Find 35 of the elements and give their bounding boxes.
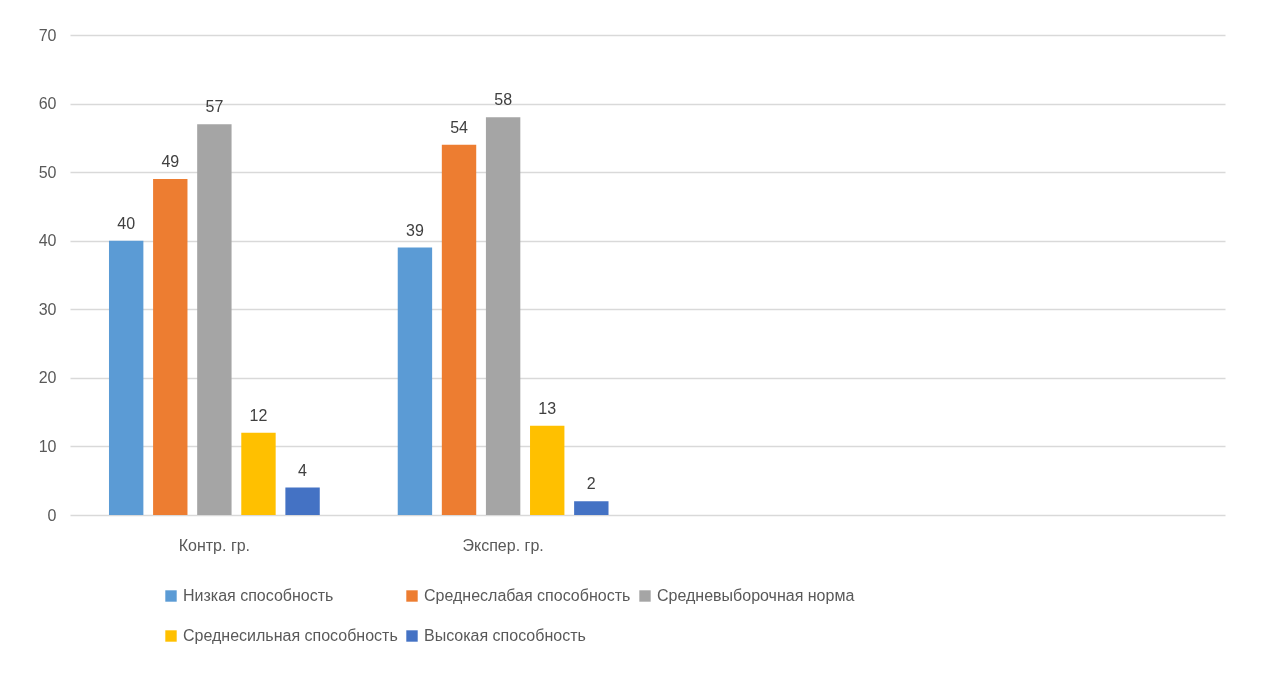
x-tick-label: Экспер. гр.: [462, 536, 544, 554]
y-tick-label: 50: [38, 163, 57, 181]
bar: [441, 144, 477, 515]
legend-label: Низкая способность: [183, 587, 334, 604]
data-label: 2: [586, 475, 596, 493]
legend-label: Средневыборочная норма: [657, 587, 855, 604]
y-tick-label: 10: [38, 437, 57, 455]
legend-label: Среднеслабая способность: [424, 587, 631, 604]
bar: [241, 432, 276, 515]
data-label: 58: [494, 91, 513, 109]
data-label: 57: [205, 98, 224, 116]
y-tick-label: 20: [38, 369, 57, 387]
y-tick-label: 60: [38, 95, 57, 113]
bar: [574, 501, 609, 515]
bar: [197, 124, 232, 515]
y-tick-label: 0: [47, 506, 57, 524]
y-tick-label: 30: [38, 300, 57, 318]
data-label: 4: [298, 461, 308, 479]
bar: [108, 240, 144, 515]
bar: [285, 487, 320, 515]
legend-label: Среднесильная способность: [183, 627, 398, 644]
y-tick-label: 40: [38, 232, 57, 250]
data-label: 49: [161, 153, 180, 170]
bar: [153, 179, 188, 515]
bar: [530, 425, 565, 515]
data-label: 13: [538, 399, 557, 417]
data-label: 54: [450, 118, 469, 136]
data-label: 12: [249, 406, 268, 424]
legend-label: Высокая способность: [424, 627, 586, 644]
bar: [485, 117, 521, 515]
bar: [397, 247, 433, 515]
data-label: 40: [117, 214, 136, 232]
x-tick-label: Контр. гр.: [178, 536, 251, 554]
data-label: 39: [406, 221, 424, 239]
y-tick-label: 70: [38, 26, 57, 44]
